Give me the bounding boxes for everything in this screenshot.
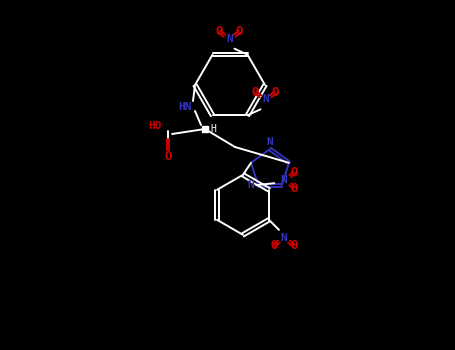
Text: O: O bbox=[290, 182, 298, 195]
Text: O: O bbox=[272, 86, 279, 99]
Text: HO: HO bbox=[148, 121, 162, 131]
Polygon shape bbox=[202, 126, 208, 132]
Text: O: O bbox=[290, 166, 298, 179]
Text: O: O bbox=[290, 239, 298, 252]
Text: O: O bbox=[164, 149, 172, 162]
Text: O: O bbox=[270, 239, 278, 252]
Text: N: N bbox=[248, 180, 255, 190]
Text: N: N bbox=[281, 233, 288, 243]
Text: O: O bbox=[216, 25, 223, 38]
Text: N: N bbox=[226, 34, 233, 44]
Text: N: N bbox=[262, 94, 269, 104]
Text: N: N bbox=[281, 175, 288, 185]
Text: O: O bbox=[236, 25, 243, 38]
Text: H: H bbox=[210, 124, 216, 134]
Text: N: N bbox=[267, 137, 273, 147]
Text: HN: HN bbox=[178, 102, 192, 112]
Text: O: O bbox=[252, 86, 259, 99]
